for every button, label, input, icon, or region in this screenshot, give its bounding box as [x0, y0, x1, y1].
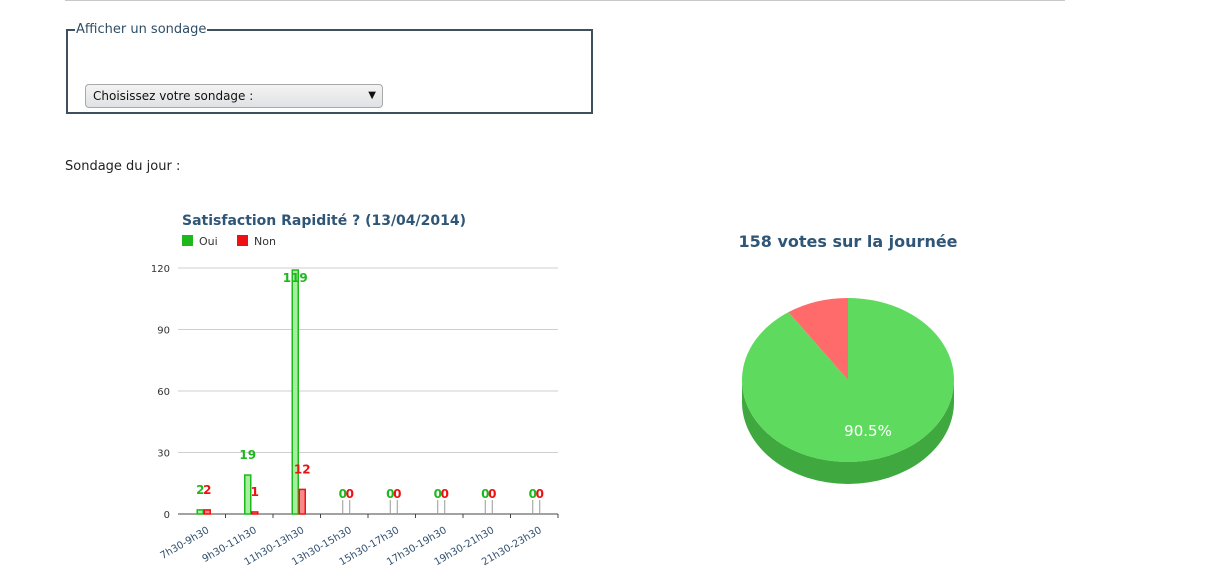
poll-select[interactable]: Choisissez votre sondage : ▼	[85, 84, 383, 108]
y-tick-label: 30	[157, 449, 170, 460]
legend-label-oui: Oui	[199, 235, 218, 248]
pie-slice-non	[788, 298, 848, 380]
legend-label-non: Non	[254, 235, 276, 248]
y-tick-label: 120	[151, 264, 170, 275]
y-tick-label: 60	[157, 387, 170, 398]
bar-chart: Satisfaction Rapidité ? (13/04/2014) Oui N…	[151, 213, 559, 568]
data-label-non: 0	[536, 487, 544, 501]
data-label-oui: 0	[434, 487, 442, 501]
data-label-oui: 0	[529, 487, 537, 501]
data-label-oui: 2	[196, 483, 204, 497]
data-label-non: 0	[393, 487, 401, 501]
data-label-non: 12	[294, 462, 311, 476]
legend-swatch-non	[237, 235, 248, 246]
bar-oui	[244, 474, 252, 515]
y-tick-label: 0	[164, 510, 170, 521]
bar-oui	[196, 509, 204, 515]
chart-title: Satisfaction Rapidité ? (13/04/2014)	[182, 213, 466, 229]
data-label-oui: 0	[386, 487, 394, 501]
data-label-oui: 119	[283, 271, 308, 285]
y-tick-label: 90	[157, 326, 170, 337]
data-label-oui: 0	[339, 487, 347, 501]
legend-swatch-oui	[182, 235, 193, 246]
bar-non	[298, 488, 306, 515]
bar-oui	[291, 269, 299, 515]
data-label-oui: 0	[481, 487, 489, 501]
poll-select-value: Choisissez votre sondage :	[93, 89, 254, 103]
bar-non	[251, 511, 259, 515]
poll-selector-legend: Afficher un sondage	[76, 22, 207, 37]
pie-title: 158 votes sur la journée	[738, 232, 957, 251]
data-label-non: 2	[203, 483, 211, 497]
poll-selector-fieldset: Afficher un sondage Choisissez votre son…	[66, 22, 593, 114]
data-label-non: 0	[346, 487, 354, 501]
data-label-oui: 19	[239, 448, 256, 462]
bar-non	[203, 509, 211, 515]
top-divider	[65, 0, 1065, 1]
data-label-non: 1	[251, 485, 259, 499]
pie-side	[742, 380, 954, 484]
daily-poll-label: Sondage du jour :	[65, 159, 181, 174]
pie-data-label: 90.5%	[844, 422, 892, 440]
dropdown-arrow-icon: ▼	[368, 90, 376, 101]
pie-chart: 158 votes sur la journée 90.5%	[738, 232, 958, 484]
data-label-non: 0	[441, 487, 449, 501]
data-label-non: 0	[488, 487, 496, 501]
